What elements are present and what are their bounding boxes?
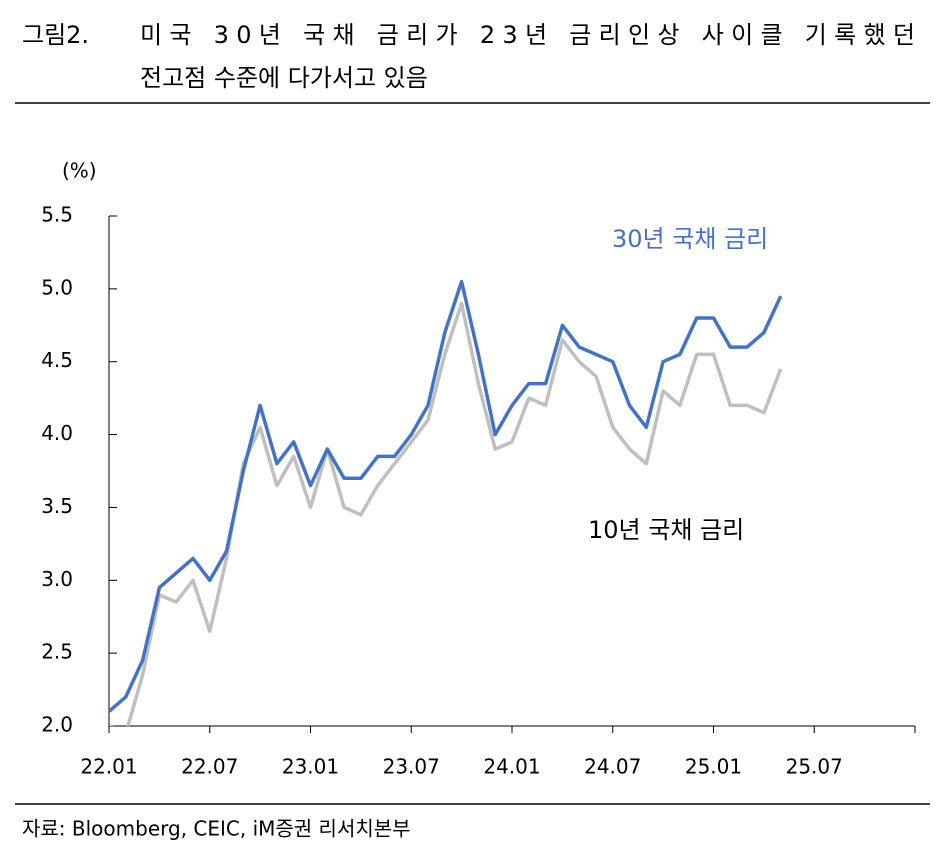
series-label: 10년 국채 금리	[588, 516, 744, 544]
y-tick-label: 3.0	[41, 567, 73, 591]
y-tick-label: 3.5	[41, 494, 73, 518]
y-tick-label: 2.0	[41, 713, 73, 737]
x-tick-label: 22.07	[181, 755, 238, 779]
series-line	[109, 279, 783, 713]
x-tick-label: 22.01	[80, 755, 137, 779]
chart-title: 미국 30년 국채 금리가 23년 금리인상 사이클 기록했던	[140, 21, 915, 49]
x-tick-label: 23.07	[383, 755, 440, 779]
series-label: 30년 국채 금리	[612, 225, 768, 253]
source: 자료: Bloomberg, CEIC, iM증권 리서치본부	[22, 817, 411, 841]
x-tick-label: 25.07	[786, 755, 843, 779]
series-line	[109, 301, 783, 726]
x-tick-label: 23.01	[282, 755, 339, 779]
y-tick-label: 4.0	[41, 421, 73, 445]
y-tick-label: 2.5	[41, 640, 73, 664]
chart-title: 전고점 수준에 다가서고 있음	[140, 64, 428, 92]
x-tick-label: 24.07	[584, 755, 641, 779]
y-tick-label: 5.0	[41, 275, 73, 299]
figure-label: 그림2.	[22, 21, 89, 49]
y-tick-label: 4.5	[41, 348, 73, 372]
y-axis-label: (%)	[62, 159, 97, 183]
x-tick-label: 24.01	[483, 755, 540, 779]
x-tick-label: 25.01	[685, 755, 742, 779]
y-tick-label: 5.5	[41, 203, 73, 227]
